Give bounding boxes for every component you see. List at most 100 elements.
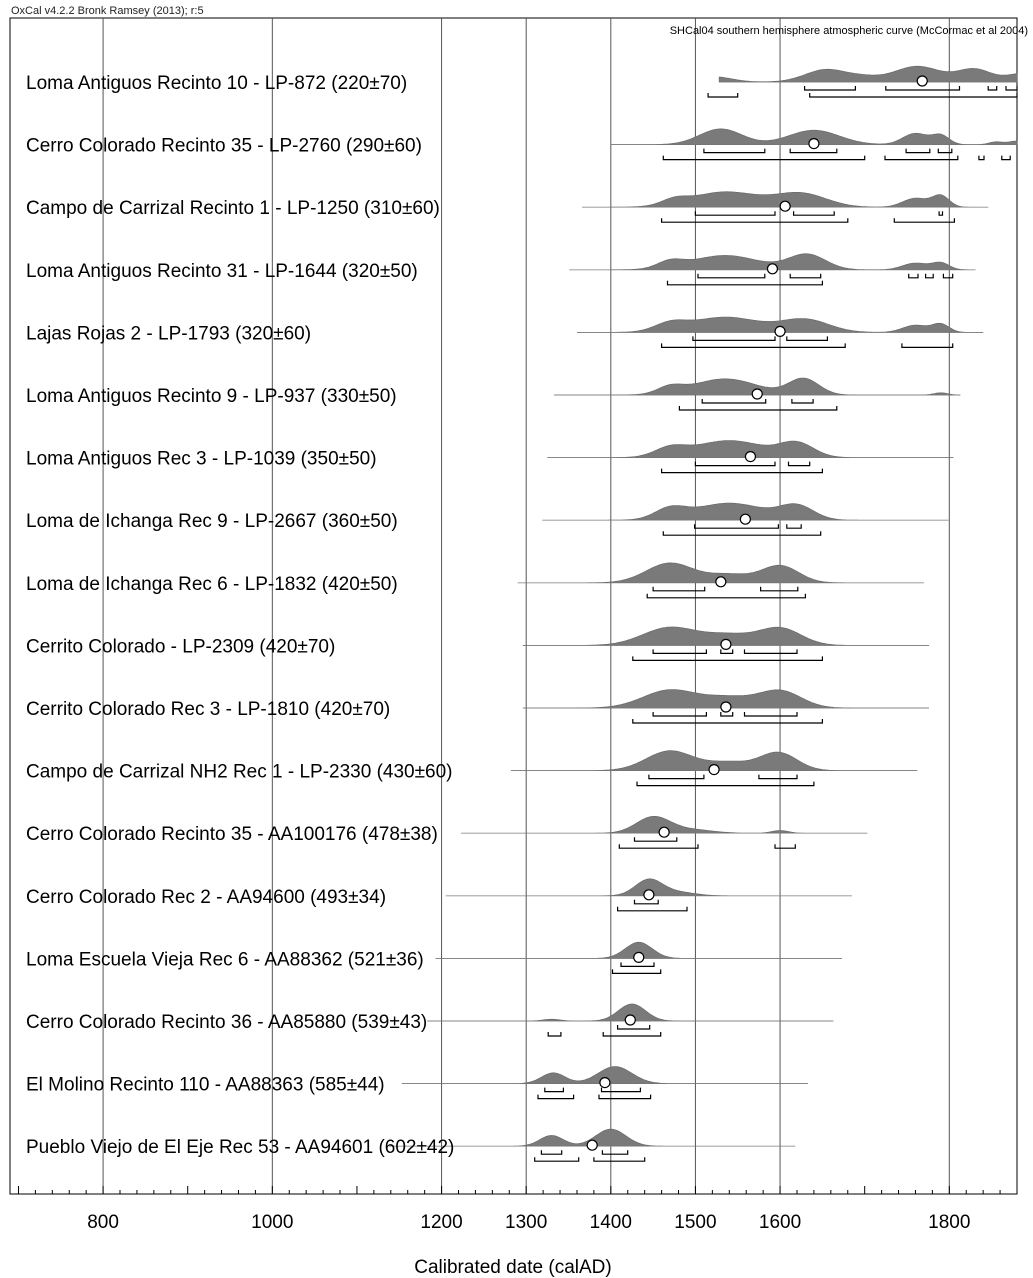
range-68-bracket [703,148,766,154]
sample-label: Cerro Colorado Recinto 36 - AA85880 (539… [26,1012,427,1033]
range-68-bracket [905,148,931,154]
sample-label: Campo de Carrizal Recinto 1 - LP-1250 (3… [26,198,440,219]
sample-row: Loma Antiguos Recinto 31 - LP-1644 (320±… [26,253,976,286]
sample-row: Cerro Colorado Recinto 36 - AA85880 (539… [26,1003,834,1037]
tick-label: 800 [87,1212,119,1233]
range-68-bracket [544,1087,564,1093]
sample-label: El Molino Recinto 110 - AA88363 (585±44) [26,1075,385,1096]
range-95-bracket [632,719,823,724]
sample-label: Campo de Carrizal NH2 Rec 1 - LP-2330 (4… [26,762,453,783]
range-95-bracket [707,93,739,98]
sample-row: Campo de Carrizal NH2 Rec 1 - LP-2330 (4… [26,750,918,787]
sample-label: Pueblo Viejo de El Eje Rec 53 - AA94601 … [26,1137,454,1158]
range-68-bracket [652,712,707,717]
sample-row: Loma de Ichanga Rec 9 - LP-2667 (360±50) [26,502,949,536]
sample-label: Loma Antiguos Rec 3 - LP-1039 (350±50) [26,449,377,470]
range-68-bracket [601,1150,629,1155]
sample-row: El Molino Recinto 110 - AA88363 (585±44) [26,1066,808,1100]
range-68-bracket [633,899,659,905]
range-68-bracket [793,211,835,216]
range-95-bracket [632,656,823,661]
range-95-bracket [774,844,796,849]
range-68-bracket [758,774,798,780]
version-text: OxCal v4.2.2 Bronk Ramsey (2013); r:5 [11,5,204,17]
x-axis-title: Calibrated date (calAD) [414,1257,611,1278]
range-95-bracket [901,343,954,348]
range-68-bracket [942,273,954,279]
median-marker [751,388,763,400]
tick-label: 1200 [420,1212,462,1233]
sample-row: Loma Antiguos Recinto 10 - LP-872 (220±7… [26,65,1018,98]
range-95-bracket [537,1094,575,1100]
median-marker [715,576,727,588]
median-marker [633,951,645,964]
range-68-bracket [600,1087,641,1093]
range-68-bracket [791,399,814,404]
range-95-bracket [547,1032,562,1037]
range-68-bracket [692,336,776,341]
median-marker [916,75,928,87]
sample-row: Cerrito Colorado - LP-2309 (420±70) [26,626,929,661]
median-marker [808,138,820,150]
range-95-bracket [661,468,823,474]
range-68-bracket [885,86,961,91]
median-marker [774,325,786,337]
range-68-bracket [908,273,919,279]
range-68-bracket [987,86,998,91]
range-95-bracket [593,1157,646,1162]
median-marker [643,889,655,901]
sample-label: Loma Antiguos Recinto 9 - LP-937 (330±50… [26,386,397,407]
range-68-bracket [804,86,856,91]
range-68-bracket [652,649,707,654]
median-marker [766,263,779,275]
plot-frame [9,17,1018,1195]
range-95-bracket [602,1032,662,1037]
range-68-bracket [648,774,705,780]
median-marker [624,1014,636,1026]
grid-lines [102,18,950,1194]
probability-distribution [569,253,976,271]
sample-row: Pueblo Viejo de El Eje Rec 53 - AA94601 … [26,1128,796,1162]
sample-row: Cerrito Colorado Rec 3 - LP-1810 (420±70… [26,689,929,724]
range-68-bracket [789,273,822,279]
sample-row: Campo de Carrizal Recinto 1 - LP-1250 (3… [26,191,989,223]
sample-row: Cerro Colorado Recinto 35 - LP-2760 (290… [26,128,1018,161]
probability-distribution [582,191,989,208]
range-68-bracket [633,837,678,842]
range-68-bracket [787,461,811,467]
range-95-bracket [666,280,823,286]
range-95-bracket [646,593,806,599]
range-95-bracket [809,93,1018,98]
median-marker [599,1076,611,1089]
median-marker [658,826,670,838]
range-95-bracket [636,781,815,787]
range-68-bracket [697,273,766,279]
sample-row: Cerro Colorado Rec 2 - AA94600 (493±34) [26,878,852,912]
sample-row: Loma Escuela Vieja Rec 6 - AA88362 (521±… [26,941,842,974]
sample-label: Cerro Colorado Recinto 35 - AA100176 (47… [26,824,438,845]
range-95-bracket [662,155,866,161]
tick-label: 1000 [251,1212,293,1233]
range-95-bracket [661,218,849,223]
range-68-bracket [694,524,779,529]
range-95-bracket [618,844,699,849]
median-marker [739,513,751,525]
probability-distribution [610,128,1018,145]
range-95-bracket [1001,155,1011,161]
range-95-bracket [662,531,822,536]
tick-label: 1600 [759,1212,801,1233]
range-68-bracket [760,586,799,592]
range-68-bracket [786,336,828,341]
sample-label: Cerro Colorado Rec 2 - AA94600 (493±34) [26,887,386,908]
range-95-bracket [678,406,838,411]
range-95-bracket [534,1157,580,1162]
range-95-bracket [661,343,846,348]
median-marker [720,701,732,713]
sample-label: Loma Escuela Vieja Rec 6 - AA88362 (521±… [26,949,424,970]
range-68-bracket [938,211,944,216]
sample-label: Loma Antiguos Recinto 10 - LP-872 (220±7… [26,73,407,94]
range-95-bracket [978,155,985,161]
sample-label: Cerrito Colorado Rec 3 - LP-1810 (420±70… [26,699,390,720]
median-marker [708,763,720,776]
